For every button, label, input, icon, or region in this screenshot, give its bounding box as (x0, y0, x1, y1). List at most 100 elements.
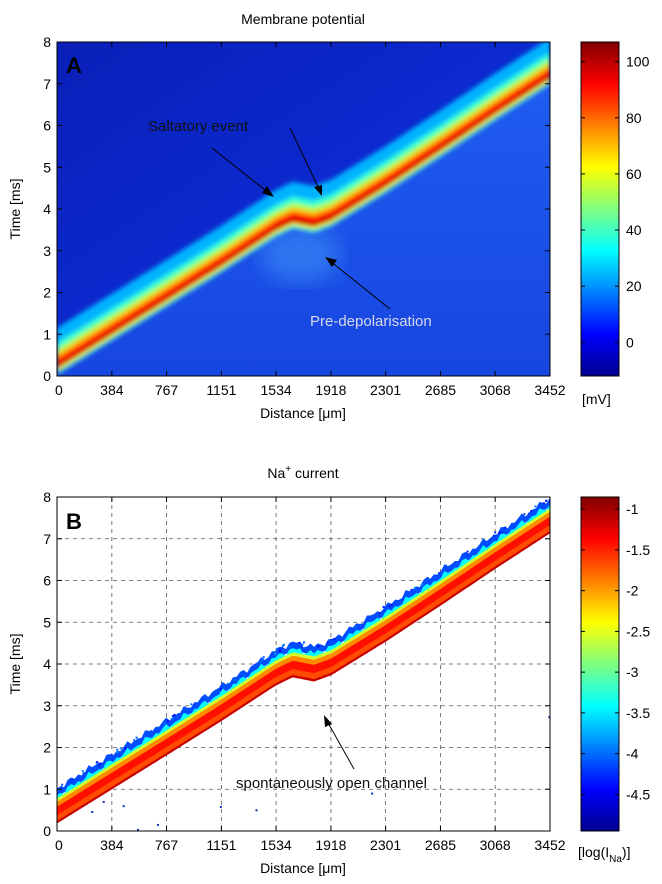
panel-b-colorbar-ticks: -1 -1.5 -2 -2.5 -3 -3.5 -4 -4.5 (581, 501, 650, 802)
noise-speck (163, 722, 166, 725)
noise-speck (364, 620, 367, 623)
noise-speck (500, 531, 503, 534)
colorbar-tick-label: 80 (626, 110, 642, 126)
y-tick-label: 6 (43, 573, 51, 589)
noise-speck (99, 762, 102, 765)
panel-b-current-band (57, 497, 550, 824)
x-tick-label: 384 (100, 837, 124, 853)
noise-speck (177, 713, 180, 716)
wave-band-layer (57, 78, 550, 373)
colorbar-tick-label: -2.5 (626, 623, 650, 639)
noise-speck (82, 772, 85, 775)
noise-speck (279, 650, 282, 653)
noise-speck (234, 678, 237, 681)
wave-band-layer (57, 63, 550, 361)
noise-speck (97, 764, 100, 767)
saltatory-arrowhead-left (262, 186, 274, 197)
wave-band-layer (57, 52, 550, 351)
panel-a-resting-region (57, 83, 550, 376)
current-band-layer (57, 516, 550, 819)
y-tick-label: 3 (43, 698, 51, 714)
panel-b-heatmap (57, 497, 550, 831)
noise-speck (190, 703, 193, 706)
y-tick-label: 1 (43, 781, 51, 797)
y-tick-label: 2 (43, 285, 51, 301)
x-tick-label: 3068 (480, 837, 511, 853)
y-tick-label: 8 (43, 489, 51, 505)
noise-speck (279, 648, 282, 651)
panel-a-colorbar-label: [mV] (582, 391, 611, 407)
colorbar-tick-label: -2 (626, 583, 639, 599)
noise-speck (504, 526, 507, 529)
panel-a-title: Membrane potential (241, 11, 365, 27)
noise-speck (333, 638, 336, 641)
current-band-layer (57, 511, 550, 809)
colorbar-tick-label: -4 (626, 746, 639, 762)
panel-b-x-ticks: 0 384 767 1151 1534 1918 2301 2685 3068 3452 (55, 497, 566, 853)
noise-speck (421, 583, 424, 586)
x-tick-label: 2685 (425, 382, 456, 398)
y-tick-label: 4 (43, 201, 51, 217)
saltatory-arrowhead-right (314, 185, 322, 196)
noise-speck (388, 605, 391, 608)
wave-band-layer (57, 81, 550, 375)
y-tick-label: 0 (43, 823, 51, 839)
panel-b-colorbar (580, 496, 620, 832)
noise-speck (193, 703, 196, 706)
saltatory-arrow-left (211, 147, 271, 195)
noise-speck (492, 534, 495, 537)
noise-speck (156, 823, 159, 826)
noise-speck (273, 651, 276, 654)
noise-speck (422, 581, 425, 584)
noise-speck (382, 605, 385, 608)
y-tick-label: 6 (43, 118, 51, 134)
panel-b-title-superscript: + (285, 464, 291, 475)
noise-speck (425, 578, 428, 581)
panel-b-x-label: Distance [μm] (260, 860, 346, 876)
colorbar-tick-label: -3.5 (626, 705, 650, 721)
noise-speck (527, 512, 530, 515)
y-tick-label: 8 (43, 34, 51, 50)
noise-speck (301, 643, 304, 646)
noise-speck (122, 805, 125, 808)
noise-speck (68, 781, 71, 784)
y-tick-label: 5 (43, 159, 51, 175)
saltatory-arrow-right (289, 127, 321, 192)
colorbar-tick-label: 60 (626, 166, 642, 182)
panel-b-grid (57, 497, 550, 831)
noise-speck (410, 588, 413, 591)
noise-speck (299, 644, 302, 647)
noise-speck (135, 736, 138, 739)
noise-speck (281, 644, 284, 647)
noise-speck (438, 572, 441, 575)
noise-speck (371, 792, 374, 795)
panel-a-colorbar-ticks: 100 80 60 40 20 0 (581, 54, 650, 350)
panel-a-x-ticks: 0 384 767 1151 1534 1918 2301 2685 3068 3452 (55, 42, 566, 398)
noise-speck (445, 564, 448, 567)
noise-speck (124, 747, 127, 750)
y-tick-label: 2 (43, 740, 51, 756)
noise-speck (548, 716, 550, 719)
noise-speck (390, 604, 393, 607)
noise-speck (523, 513, 526, 516)
noise-speck (180, 711, 183, 714)
noise-speck (81, 770, 84, 773)
panel-b-title-na: Na (267, 465, 285, 481)
x-tick-label: 2301 (370, 382, 401, 398)
x-tick-label: 0 (55, 837, 63, 853)
panel-b: Na+ current 0 384 767 1151 1534 1918 2301 2685 3… (7, 464, 650, 876)
noise-speck (96, 761, 99, 764)
x-tick-label: 1151 (206, 837, 236, 853)
noise-speck (136, 828, 139, 831)
noise-speck (326, 641, 329, 644)
panel-b-y-label: Time [ms] (7, 634, 23, 695)
x-tick-label: 767 (155, 837, 179, 853)
panel-a-x-label: Distance [μm] (260, 405, 346, 421)
y-tick-label: 3 (43, 243, 51, 259)
panel-a-y-label: Time [ms] (7, 179, 23, 240)
panel-b-colorbar-label: [log(INa)] (578, 844, 630, 865)
wave-band-layer (57, 42, 550, 345)
x-tick-label: 1918 (315, 382, 346, 398)
current-band-layer (57, 524, 550, 822)
noise-speck (297, 644, 300, 647)
